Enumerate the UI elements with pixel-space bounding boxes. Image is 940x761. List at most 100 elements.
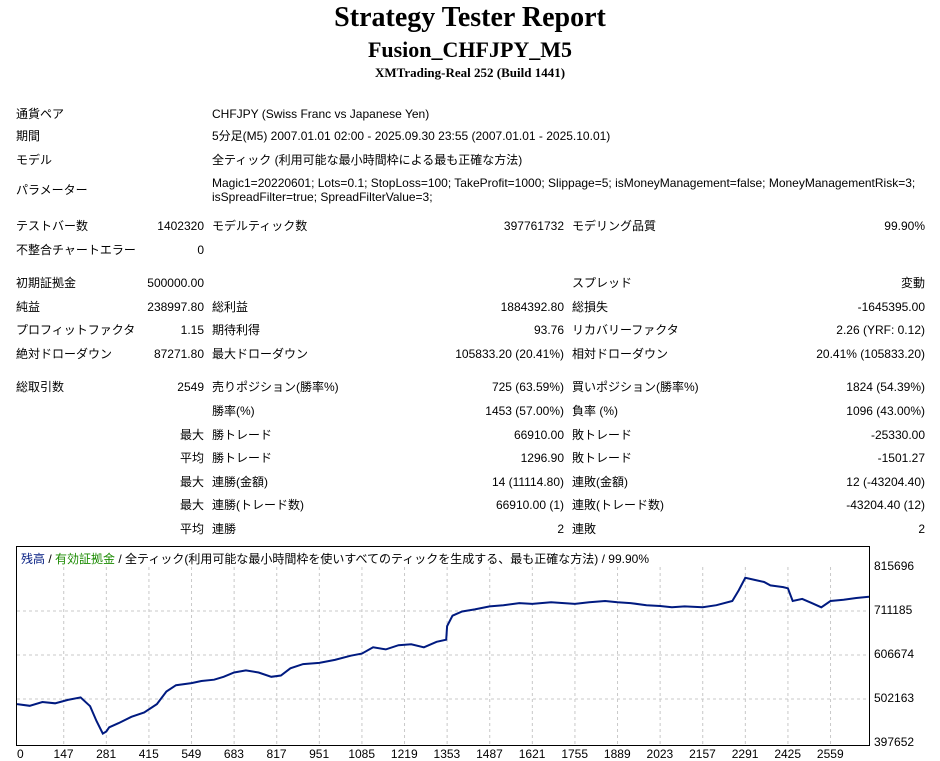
x-tick-label: 2023 (646, 747, 674, 761)
value-mismatch: 0 (197, 243, 204, 257)
label-loss-rate: 負率 (%) (572, 404, 618, 418)
value-loss-rate: 1096 (43.00%) (846, 404, 925, 418)
label-max-2: 最大 (179, 475, 204, 489)
label-recovery-factor: リカバリーファクタ (572, 323, 679, 337)
label-largest-loss: 敗トレード (572, 428, 633, 442)
label-abs-drawdown: 絶対ドローダウン (16, 347, 113, 361)
label-avg-win: 勝トレード (212, 451, 273, 465)
x-tick-label: 281 (96, 747, 117, 761)
label-total-trades: 総取引数 (16, 380, 65, 394)
label-rel-drawdown: 相対ドローダウン (572, 347, 669, 361)
label-cons-losses-money: 連敗(金額) (572, 475, 628, 489)
value-long-positions: 1824 (54.39%) (846, 380, 925, 394)
label-avg-2: 平均 (179, 522, 204, 536)
label-avg-cons-losses: 連敗 (572, 522, 597, 536)
setting-value-model: 全ティック (利用可能な最小時間枠による最も正確な方法) (212, 153, 523, 167)
value-abs-drawdown: 87271.80 (153, 347, 204, 361)
label-largest-win: 勝トレード (212, 428, 273, 442)
x-tick-label: 2157 (689, 747, 716, 761)
report-title: Strategy Tester Report (334, 2, 606, 33)
setting-label-params: パラメーター (16, 183, 88, 197)
label-deposit: 初期証拠金 (16, 276, 77, 290)
label-spread: スプレッド (572, 276, 633, 290)
label-avg-loss: 敗トレード (572, 451, 633, 465)
value-avg-cons-losses: 2 (918, 522, 925, 536)
x-tick-label: 1487 (476, 747, 503, 761)
value-profit-factor: 1.15 (180, 323, 204, 337)
value-spread: 変動 (900, 276, 925, 290)
y-tick-label: 397652 (874, 735, 915, 749)
legend-model: / 全ティック(利用可能な最小時間枠を使いすべてのティックを生成する、最も正確な… (115, 552, 649, 566)
label-cons-wins-money: 連勝(金額) (212, 475, 268, 489)
value-cons-profit: 66910.00 (1) (495, 498, 564, 512)
label-cons-profit: 連勝(トレード数) (212, 498, 304, 512)
value-win-rate: 1453 (57.00%) (485, 404, 564, 418)
label-quality: モデリング品質 (572, 219, 657, 233)
label-short-positions: 売りポジション(勝率%) (212, 380, 339, 394)
label-gross-profit: 総利益 (212, 300, 249, 314)
x-tick-label: 2291 (731, 747, 759, 761)
value-avg-cons-wins: 2 (557, 522, 564, 536)
setting-label-period: 期間 (16, 129, 41, 143)
y-tick-label: 815696 (874, 559, 915, 573)
label-avg-1: 平均 (179, 451, 204, 465)
x-tick-label: 1621 (518, 747, 546, 761)
value-short-positions: 725 (63.59%) (491, 380, 564, 394)
y-tick-label: 606674 (874, 647, 915, 661)
setting-value-symbol: CHFJPY (Swiss Franc vs Japanese Yen) (212, 107, 430, 121)
value-max-drawdown: 105833.20 (20.41%) (455, 347, 564, 361)
value-recovery-factor: 2.26 (YRF: 0.12) (836, 323, 925, 337)
x-tick-label: 1353 (433, 747, 461, 761)
value-total-trades: 2549 (177, 380, 204, 394)
legend-balance: 残高 (21, 552, 46, 566)
value-gross-profit: 1884392.80 (500, 300, 564, 314)
value-largest-win: 66910.00 (513, 428, 564, 442)
label-ticks: モデルティック数 (212, 219, 308, 233)
x-tick-label: 0 (17, 747, 24, 761)
x-tick-label: 1755 (561, 747, 589, 761)
y-tick-label: 502163 (874, 691, 915, 705)
x-tick-label: 2559 (816, 747, 844, 761)
setting-value-params: Magic1=20220601; Lots=0.1; StopLoss=100;… (212, 176, 916, 190)
x-tick-label: 951 (309, 747, 330, 761)
value-ticks: 397761732 (503, 219, 564, 233)
label-net: 純益 (16, 300, 41, 314)
label-bars: テストバー数 (16, 219, 89, 233)
label-mismatch: 不整合チャートエラー (16, 243, 136, 257)
label-avg-cons-wins: 連勝 (212, 522, 237, 536)
value-largest-loss: -25330.00 (870, 428, 925, 442)
setting-value-period: 5分足(M5) 2007.01.01 02:00 - 2025.09.30 23… (212, 129, 611, 143)
value-deposit: 500000.00 (147, 276, 204, 290)
setting-label-model: モデル (16, 153, 53, 167)
value-cons-loss: -43204.40 (12) (846, 498, 925, 512)
setting-value-params-2: isSpreadFilter=true; SpreadFilterValue=3… (212, 190, 433, 204)
balance-chart: 残高 / 有効証拠金 / 全ティック(利用可能な最小時間枠を使いすべてのティック… (16, 546, 870, 746)
label-long-positions: 買いポジション(勝率%) (572, 380, 699, 394)
chart-plot (17, 567, 869, 745)
label-max-3: 最大 (179, 498, 204, 512)
label-max-1: 最大 (179, 428, 204, 442)
x-tick-label: 147 (53, 747, 74, 761)
legend-equity: 有効証拠金 (55, 552, 116, 566)
x-tick-label: 683 (223, 747, 244, 761)
value-avg-loss: -1501.27 (877, 451, 925, 465)
report-build: XMTrading-Real 252 (Build 1441) (374, 65, 566, 80)
x-tick-label: 415 (138, 747, 159, 761)
label-win-rate: 勝率(%) (212, 404, 255, 418)
value-cons-wins-money: 14 (11114.80) (491, 475, 564, 489)
value-net: 238997.80 (147, 300, 204, 314)
label-profit-factor: プロフィットファクタ (16, 323, 136, 337)
value-gross-loss: -1645395.00 (857, 300, 925, 314)
x-tick-label: 2425 (774, 747, 802, 761)
value-expected-payoff: 93.76 (533, 323, 564, 337)
label-expected-payoff: 期待利得 (212, 323, 261, 337)
setting-label-symbol: 通貨ペア (16, 107, 65, 121)
value-cons-losses-money: 12 (-43204.40) (846, 475, 925, 489)
x-tick-label: 1219 (390, 747, 418, 761)
value-rel-drawdown: 20.41% (105833.20) (816, 347, 925, 361)
y-tick-label: 711185 (874, 603, 913, 617)
x-tick-label: 549 (181, 747, 202, 761)
label-cons-loss: 連敗(トレード数) (572, 498, 664, 512)
report-subtitle: Fusion_CHFJPY_M5 (367, 37, 573, 62)
label-gross-loss: 総損失 (572, 300, 609, 314)
